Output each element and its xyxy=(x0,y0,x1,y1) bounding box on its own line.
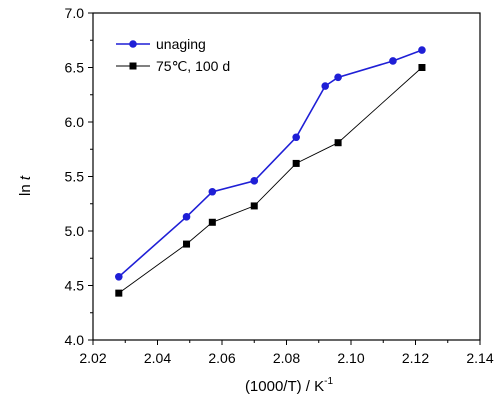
data-point xyxy=(250,202,258,210)
data-point xyxy=(334,139,342,147)
x-tick-label: 2.14 xyxy=(466,350,493,366)
legend-marker xyxy=(129,40,137,48)
y-axis-title-italic: t xyxy=(17,175,34,180)
legend-marker xyxy=(129,62,137,70)
x-tick-label: 2.02 xyxy=(79,350,106,366)
data-point xyxy=(208,218,216,226)
y-tick-label: 4.5 xyxy=(65,278,85,294)
y-tick-label: 6.5 xyxy=(65,60,85,76)
data-point xyxy=(292,133,300,142)
x-axis-title-sup: -1 xyxy=(324,376,333,387)
y-tick-label: 6.0 xyxy=(65,114,85,130)
x-axis-title-main: (1000/T) / K xyxy=(245,378,324,395)
x-tick-label: 2.08 xyxy=(273,350,300,366)
y-axis-title: ln t xyxy=(17,175,34,196)
data-point xyxy=(208,187,217,196)
data-point xyxy=(115,289,123,297)
y-tick-label: 7.0 xyxy=(65,5,85,21)
data-point xyxy=(389,57,397,65)
x-axis-title: (1000/T) / K-1 xyxy=(245,376,334,395)
y-axis-title-main: ln xyxy=(17,180,34,196)
data-point xyxy=(182,213,191,221)
plot-frame xyxy=(92,12,481,341)
x-tick-label: 2.10 xyxy=(337,350,364,366)
series-layer xyxy=(115,46,426,297)
legend: unaging 75℃, 100 d xyxy=(116,36,230,74)
data-point xyxy=(292,159,300,167)
x-tick-label: 2.04 xyxy=(144,350,171,366)
data-point xyxy=(115,272,123,281)
data-point xyxy=(250,177,259,185)
data-point xyxy=(418,46,426,54)
y-tick-label: 5.5 xyxy=(65,169,85,185)
y-tick-label: 5.0 xyxy=(65,223,85,239)
series-line xyxy=(118,49,423,278)
x-tick-label: 2.06 xyxy=(208,350,235,366)
y-tick-label: 4.0 xyxy=(65,332,85,348)
x-tick-label: 2.12 xyxy=(402,350,429,366)
legend-label: 75℃, 100 d xyxy=(156,58,230,74)
series-0 xyxy=(115,46,426,281)
data-point xyxy=(321,82,330,90)
data-point xyxy=(334,73,342,82)
data-point xyxy=(418,64,426,71)
series-1 xyxy=(115,64,426,297)
legend-label: unaging xyxy=(156,36,206,52)
series-line xyxy=(118,67,423,294)
data-point xyxy=(183,240,191,248)
axes: 2.02 2.04 2.06 2.08 2.10 2.12 2.14 4.0 4.5 5.0 5.5… xyxy=(65,5,494,366)
